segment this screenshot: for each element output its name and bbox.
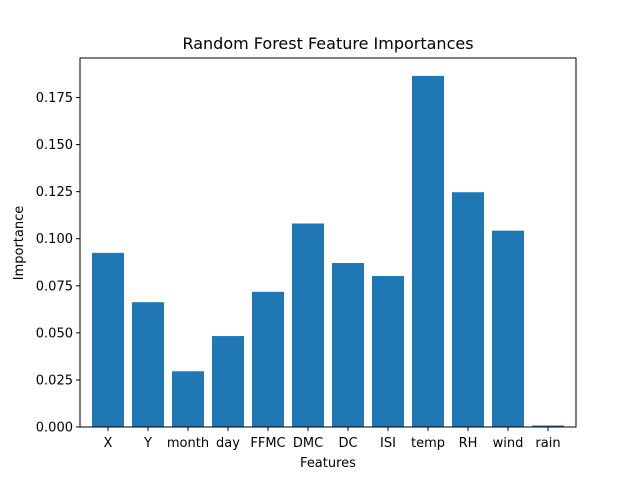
y-tick-label: 0.150: [36, 138, 73, 153]
x-tick-label: month: [167, 436, 209, 451]
bar-ffmc: [252, 291, 284, 427]
bar-temp: [412, 75, 444, 427]
bar-month: [172, 371, 204, 427]
y-tick-label: 0.075: [36, 279, 73, 294]
x-tick-label: X: [104, 436, 113, 451]
x-tick-label: wind: [493, 436, 524, 451]
bar-rh: [452, 192, 484, 427]
bar-wind: [492, 230, 524, 427]
x-tick-label: day: [216, 436, 240, 451]
x-tick-label: rain: [535, 436, 560, 451]
x-tick-label: DMC: [293, 436, 323, 451]
x-tick-label: ISI: [380, 436, 396, 451]
y-tick-label: 0.125: [36, 185, 73, 200]
x-tick-label: FFMC: [250, 436, 285, 451]
bar-y: [132, 302, 164, 427]
bar-x: [92, 252, 124, 427]
x-tick-label: Y: [143, 436, 152, 451]
y-tick-label: 0.100: [36, 232, 73, 247]
bar-dc: [332, 263, 364, 427]
y-axis-label: Importance: [12, 206, 27, 281]
plot-frame: [79, 57, 577, 428]
x-tick-label: RH: [459, 436, 478, 451]
bars-group: [92, 75, 564, 427]
bar-dmc: [292, 223, 324, 427]
y-tick-label: 0.050: [36, 326, 73, 341]
x-tick-label: DC: [338, 436, 357, 451]
y-tick-label: 0.000: [36, 421, 73, 436]
x-tick-label: temp: [411, 436, 445, 451]
bar-isi: [372, 276, 404, 427]
y-tick-label: 0.025: [36, 373, 73, 388]
bar-rain: [532, 425, 564, 427]
y-axis: 0.000 0.025 0.050 0.075 0.100 0.125 0.150 0.175: [36, 91, 80, 436]
y-tick-label: 0.175: [36, 91, 73, 106]
chart-title: Random Forest Feature Importances: [182, 34, 473, 53]
bar-day: [212, 336, 244, 427]
x-axis-label: Features: [300, 456, 356, 471]
